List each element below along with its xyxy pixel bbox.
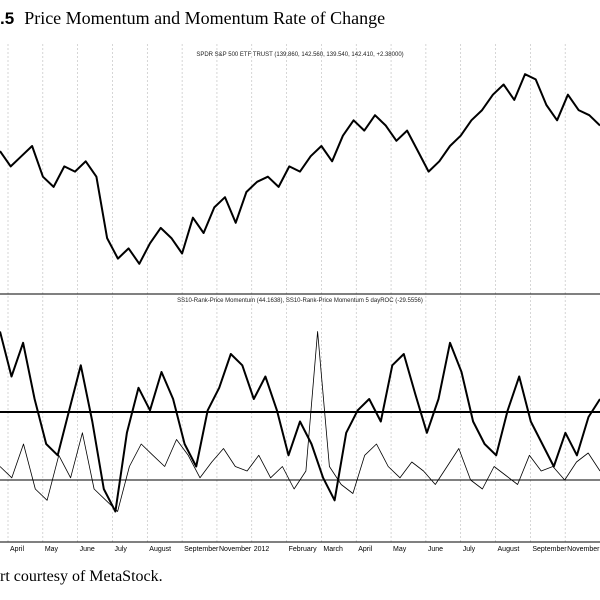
x-tick-label: August — [498, 546, 520, 553]
momentum-panel — [0, 331, 600, 513]
x-tick-label: March — [323, 546, 343, 553]
x-tick-label: July — [463, 546, 476, 553]
x-tick-label: July — [114, 546, 127, 553]
x-tick-label: September — [184, 546, 219, 553]
x-tick-label: June — [80, 546, 95, 553]
x-axis-ticks: April May June July August September November 2… — [10, 546, 600, 553]
price-panel — [0, 73, 600, 265]
momentum-chart: SPDR S&P 500 ETF TRUST (139.860, 142.560… — [0, 44, 600, 553]
x-tick-label: 2012 — [254, 546, 270, 553]
x-tick-label: June — [428, 546, 443, 553]
x-tick-label: May — [393, 546, 407, 553]
lower-legend: SS10-Rank-Price Momentum (44.1638), SS10… — [177, 298, 423, 304]
x-tick-label: May — [45, 546, 59, 553]
figure-number: .5 — [0, 9, 15, 28]
figure-title-text: Price Momentum and Momentum Rate of Chan… — [24, 8, 386, 28]
x-tick-label: November — [567, 546, 600, 553]
x-tick-label: November — [219, 546, 252, 553]
momentum-line — [0, 331, 600, 513]
x-tick-label: September — [532, 546, 567, 553]
chart-credit: rt courtesy of MetaStock. — [0, 568, 163, 585]
vertical-gridlines — [7, 44, 566, 542]
x-tick-label: April — [358, 546, 372, 553]
x-tick-label: February — [289, 546, 318, 553]
roc-line — [0, 331, 600, 512]
price-line — [0, 73, 600, 265]
x-tick-label: August — [149, 546, 171, 553]
figure-title: .5 Price Momentum and Momentum Rate of Ch… — [0, 4, 600, 32]
upper-legend: SPDR S&P 500 ETF TRUST (139.860, 142.560… — [196, 52, 403, 58]
x-tick-label: April — [10, 546, 24, 553]
